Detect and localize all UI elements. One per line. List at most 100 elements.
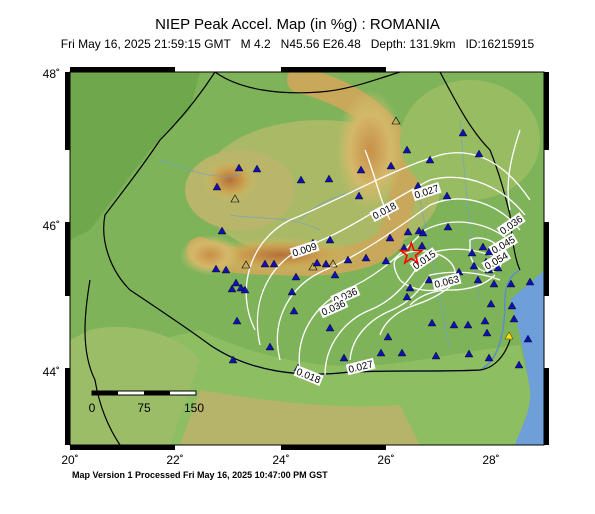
station-triangle-icon [484,353,494,362]
lat-tick-48: 48˚ [43,67,60,81]
station-triangle-icon [469,261,479,270]
lon-tick-20: 20˚ [61,453,78,467]
station-triangle-icon [324,174,334,183]
station-triangle-icon [252,164,262,173]
station-triangle-icon [296,175,306,184]
station-triangle-icon [269,259,279,268]
station-triangle-icon [211,264,221,273]
station-triangle-icon [424,275,434,284]
terrain-layer [70,72,544,445]
lon-tick-26: 26˚ [377,453,394,467]
station-triangle-icon [402,145,412,154]
station-triangle-icon [354,191,364,200]
station-triangle-icon [240,285,250,294]
station-triangle-icon [289,306,299,315]
station-triangle-icon [397,348,407,357]
pannonian-plain [70,72,200,240]
station-triangle-icon [321,259,331,268]
station-triangle-icon [212,182,222,191]
lon-tick-24: 24˚ [272,453,289,467]
balkan-foothills [70,326,200,445]
station-triangle-icon [489,279,499,288]
moldavian-plateau [400,80,540,200]
station-triangle-icon [383,332,393,341]
station-triangle-icon [425,155,435,164]
station-triangle-icon [418,228,428,237]
balkan-mountains [180,390,420,445]
inactive-station-icon [308,262,318,271]
station-triangle-icon [312,258,322,267]
event-info: Fri May 16, 2025 21:59:15 GMT M 4.2 N45.… [60,37,535,51]
station-triangle-icon [361,253,371,262]
inactive-station-icon [230,194,240,203]
station-triangle-icon [417,241,427,250]
scale-label-0: 0 [89,401,96,415]
station-triangle-icon [449,320,459,329]
lat-tick-44: 44˚ [43,365,60,379]
station-triangle-icon [525,277,535,286]
scale-bar [91,390,197,396]
station-triangle-icon [217,226,227,235]
eastern-carpathians [336,90,404,210]
station-triangle-icon [234,163,244,172]
station-triangle-icon [474,149,484,158]
station-triangle-icon [482,328,492,337]
station-triangle-icon [227,284,237,293]
station-triangle-icon [260,259,270,268]
station-triangle-icon [265,342,275,351]
frame-ticks [65,67,549,450]
station-triangle-icon [463,320,473,329]
station-triangle-icon [467,248,477,257]
station-triangle-icon [330,270,340,279]
banat-mountains [180,235,240,275]
station-triangle-icon [291,272,301,281]
station-triangle-icon [506,279,516,288]
lat-tick-46: 46˚ [43,219,60,233]
black-sea [510,270,544,445]
station-triangle-icon [486,299,496,308]
inactive-station-icon [241,260,251,269]
station-triangle-icon [403,227,413,236]
station-triangle-icon [343,255,353,264]
station-triangle-icon [287,287,297,296]
station-triangle-icon [464,349,474,358]
inactive-station-icon [391,116,401,125]
station-triangle-icon [385,233,395,242]
epicenter-marker [398,240,424,265]
station-triangle-icon [514,360,524,369]
station-triangle-icon [325,323,335,332]
station-triangle-icon [427,318,437,327]
station-triangle-icon [376,348,386,357]
station-triangle-icon [473,275,483,284]
station-triangle-icon [405,283,415,292]
station-triangle-icon [402,292,412,301]
station-triangle-icon [386,161,396,170]
station-triangle-icon [431,351,441,360]
lon-tick-28: 28˚ [482,453,499,467]
station-triangle-icon [339,353,349,362]
scale-label-150: 150 [184,401,204,415]
station-triangle-icon [443,222,453,231]
station-triangle-icon [507,301,517,310]
station-triangle-icon [484,247,494,256]
station-triangle-icon [442,191,452,200]
apuseni-mountains [202,158,258,202]
station-triangle-icon [231,278,241,287]
station-triangle-icon [228,355,238,364]
station-triangle-icon [381,256,391,265]
station-triangle-icon [523,334,533,343]
epicenter-star-icon [398,240,424,265]
station-triangle-icon [458,128,468,137]
station-triangle-icon [325,235,335,244]
map-version-footer: Map Version 1 Processed Fri May 16, 2025… [72,470,328,480]
station-triangle-icon [493,263,503,272]
station-triangle-icon [480,316,490,325]
inactive-station-icon [328,259,338,268]
lon-tick-22: 22˚ [166,453,183,467]
station-triangle-icon [221,265,231,274]
scale-label-75: 75 [137,401,151,415]
station-triangle-icon [232,316,242,325]
highlight-station-icon [504,331,514,340]
station-triangle-icon [509,314,519,323]
